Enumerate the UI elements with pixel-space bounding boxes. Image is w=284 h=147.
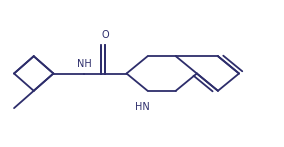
- Text: NH: NH: [77, 59, 92, 69]
- Text: O: O: [102, 30, 109, 40]
- Text: HN: HN: [135, 102, 149, 112]
